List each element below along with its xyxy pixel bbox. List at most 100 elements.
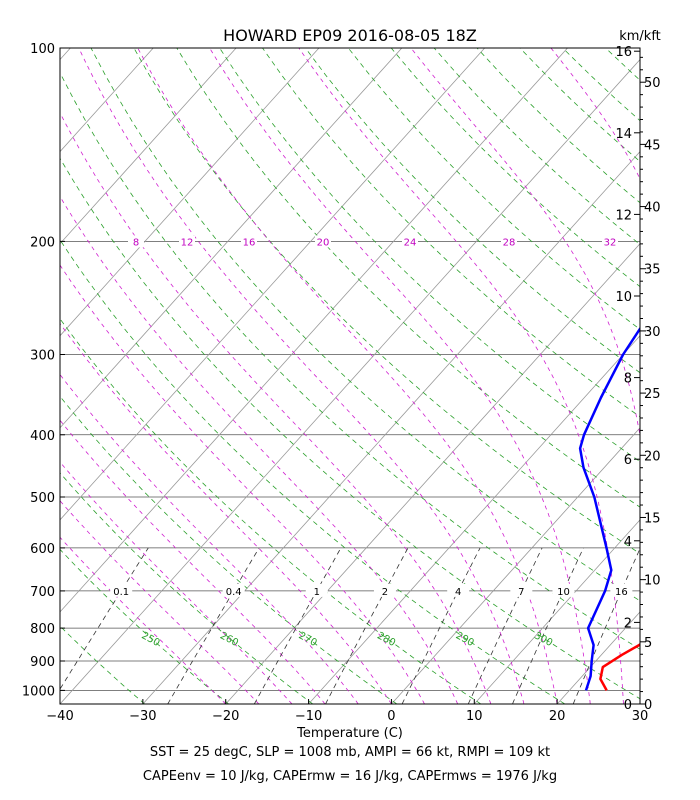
dry-adiabat-line — [262, 48, 640, 418]
theta-e-label: 8 — [133, 237, 139, 248]
moist-adiabat-line — [298, 48, 624, 704]
dry-adiabat-line — [476, 48, 640, 204]
y-tick-label: 900 — [30, 655, 55, 670]
plot-frame — [59, 47, 641, 705]
isotherm-line — [473, 519, 640, 704]
km-tick-label: 12 — [615, 208, 632, 223]
x-tick-label: −10 — [295, 709, 322, 724]
dry-adiabat-line — [60, 625, 145, 704]
kft-tick-label: 30 — [644, 325, 661, 340]
mixing-ratio-label: 7 — [518, 587, 524, 598]
dry-adiabat-line — [60, 318, 482, 704]
x-tick-label: −30 — [129, 709, 156, 724]
kft-tick-label: 50 — [644, 76, 661, 91]
mixing-ratio-line — [60, 547, 149, 690]
y-tick-label: 800 — [30, 622, 55, 637]
kft-tick-label: 40 — [644, 201, 661, 216]
isotherm-line — [60, 48, 320, 337]
kft-tick-label: 35 — [644, 263, 661, 278]
mixing-ratio-line — [512, 547, 584, 704]
isotherm-line — [60, 48, 237, 245]
y-tick-label: 500 — [30, 491, 55, 506]
moist-adiabat-line — [60, 112, 492, 704]
sounding-line — [578, 326, 640, 691]
theta-e-label: 28 — [503, 237, 516, 248]
mixing-ratio-label: 16 — [615, 587, 628, 598]
mixing-ratio-label-bg — [552, 583, 575, 597]
km-tick-label: 10 — [615, 290, 632, 305]
mixing-ratio-label: 0.1 — [113, 587, 129, 598]
mixing-ratio-label: 0.4 — [226, 587, 242, 598]
y-tick-label: 600 — [30, 542, 55, 557]
moist-adiabat-line — [60, 419, 326, 704]
km-tick-label: 0 — [624, 698, 632, 713]
moist-adiabat-line — [410, 48, 640, 438]
footer-line-1: SST = 25 degC, SLP = 1008 mb, AMPI = 66 … — [149, 745, 551, 760]
theta-e-label-bg — [179, 235, 195, 248]
mixing-ratio-line — [325, 547, 409, 704]
mixing-ratio-line — [572, 547, 640, 704]
x-tick-label: 0 — [387, 709, 395, 724]
moist-adiabat-line — [60, 322, 392, 704]
kft-tick-label: 25 — [644, 387, 661, 402]
theta-label: 260 — [218, 630, 240, 649]
km-tick-label: 2 — [624, 616, 632, 631]
y-tick-label: 700 — [30, 585, 55, 600]
theta-e-label: 16 — [243, 237, 256, 248]
y-tick-label: 400 — [30, 429, 55, 444]
kft-tick-label: 15 — [644, 511, 661, 526]
theta-e-label-bg — [501, 235, 517, 248]
theta-e-label-bg — [128, 235, 144, 248]
theta-e-label: 32 — [604, 237, 617, 248]
dry-adiabat-line — [691, 48, 700, 704]
isotherm-line — [60, 48, 403, 429]
dry-adiabat-line — [60, 702, 61, 704]
kft-tick-label: 45 — [644, 138, 661, 153]
dry-adiabat-line — [60, 472, 313, 704]
x-axis-label: Temperature (C) — [296, 726, 403, 740]
moist-adiabat-line — [209, 48, 591, 704]
theta-label: 300 — [532, 630, 554, 649]
dry-adiabat-line — [519, 48, 640, 163]
moist-adiabat-line — [137, 48, 558, 704]
y-tick-label: 1000 — [22, 684, 55, 699]
chart-title: HOWARD EP09 2016-08-05 18Z — [223, 26, 477, 45]
theta-e-label-bg — [315, 235, 331, 248]
x-tick-label: −40 — [46, 709, 73, 724]
moist-adiabat-line — [60, 500, 260, 704]
dry-adiabat-line — [176, 48, 640, 508]
isotherm-line — [308, 335, 640, 704]
theta-e-label-bg — [602, 235, 618, 248]
mixing-ratio-line — [167, 547, 260, 704]
sounding-line — [599, 642, 640, 692]
dry-adiabat-line — [60, 157, 640, 700]
theta-e-label-bg — [241, 235, 257, 248]
theta-label: 250 — [139, 630, 161, 649]
kft-tick-label: 5 — [644, 636, 652, 651]
dry-adiabat-line — [133, 48, 640, 555]
mixing-ratio-label-bg — [447, 583, 470, 597]
km-tick-label: 6 — [624, 453, 632, 468]
mixing-ratio-label-bg — [222, 583, 245, 597]
isotherm-line — [60, 48, 568, 613]
y-tick-label: 200 — [30, 235, 55, 250]
theta-e-label: 12 — [181, 237, 194, 248]
x-tick-label: −20 — [212, 709, 239, 724]
km-tick-label: 14 — [615, 127, 632, 142]
footer-line-2: CAPEenv = 10 J/kg, CAPErmw = 16 J/kg, CA… — [142, 769, 558, 784]
theta-e-label-bg — [402, 235, 418, 248]
y-tick-label: 100 — [30, 42, 55, 57]
theta-label: 290 — [454, 630, 476, 649]
isotherm-line — [60, 58, 640, 704]
dry-adiabat-line — [60, 71, 640, 650]
isotherm-line — [142, 151, 640, 704]
mixing-ratio-label: 10 — [557, 587, 570, 598]
moist-adiabat-line — [60, 264, 425, 704]
mixing-ratio-label-bg — [110, 583, 133, 597]
kft-tick-label: 0 — [644, 698, 652, 713]
isotherm-line — [60, 48, 485, 521]
dry-adiabat-line — [305, 48, 640, 374]
moist-adiabat-line — [78, 48, 525, 704]
isotherm-line — [60, 48, 154, 153]
